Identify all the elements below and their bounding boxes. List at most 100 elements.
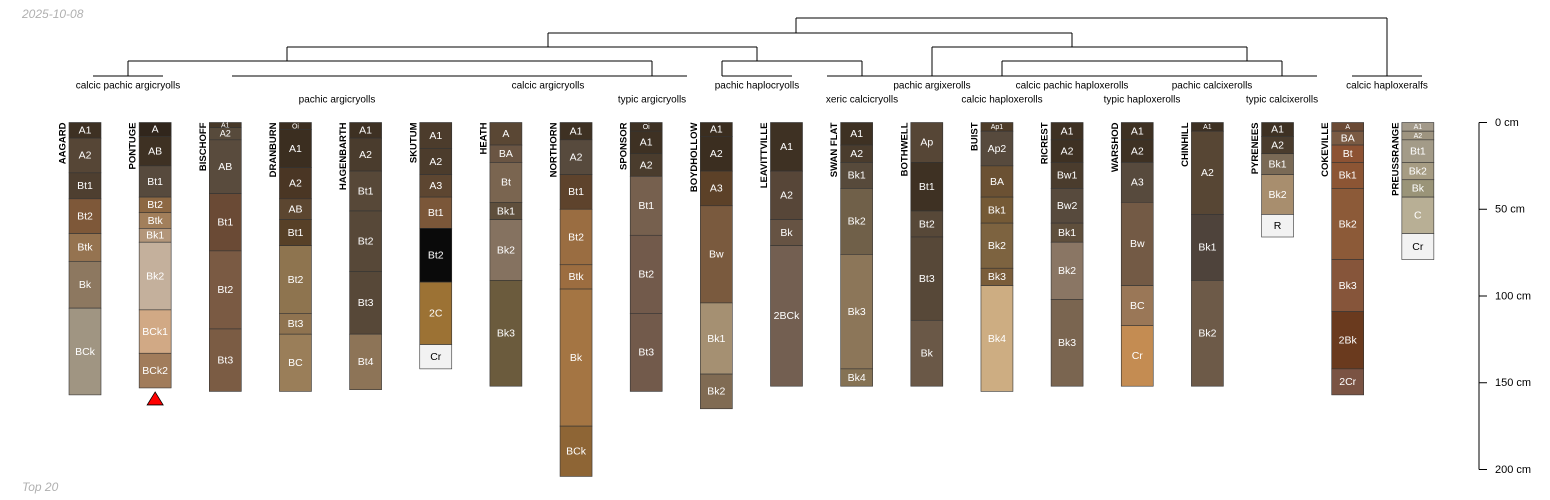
marker-triangle xyxy=(146,391,164,406)
horizon-label: Bt3 xyxy=(638,347,654,359)
horizon-label: A1 xyxy=(221,122,230,129)
profile-boydhollow: BOYDHOLLOW A1 A2 A3 Bw Bk1 Bk2 xyxy=(689,122,733,410)
horizon-label: BCk xyxy=(566,446,587,458)
horizon-label: Bt1 xyxy=(568,186,584,198)
horizon-label: Bw1 xyxy=(1057,170,1078,182)
axis-tick-label: 100 cm xyxy=(1495,290,1531,302)
horizon-label: BC xyxy=(1130,300,1145,312)
horizon-2bk xyxy=(1331,311,1364,370)
horizon-label: Bt1 xyxy=(77,180,93,192)
horizon-bt1 xyxy=(559,174,593,210)
profile-name: BUIST xyxy=(969,122,980,151)
horizon-bw1 xyxy=(1050,162,1084,189)
axis-tick-label: 0 cm xyxy=(1495,117,1519,129)
horizon-bk1 xyxy=(840,162,873,189)
horizon-label: A2 xyxy=(570,151,583,163)
horizon-label: Bt1 xyxy=(358,185,374,197)
horizon-bk3 xyxy=(489,280,523,387)
horizon-bt1 xyxy=(209,193,242,252)
horizon-label: Bk2 xyxy=(1339,218,1357,230)
profile-name: SWAN FLAT xyxy=(829,122,840,177)
horizon-label: A3 xyxy=(429,180,442,192)
taxon-label: pachic argixerolls xyxy=(893,81,970,92)
profile-bothwell: BOTHWELL Ap Bt1 Bt2 Bt3 Bk xyxy=(899,122,944,387)
horizon-bck2 xyxy=(138,352,172,389)
profile-heath: HEATH A BA Bt Bk1 Bk2 Bk3 xyxy=(478,122,523,387)
profile-hagenbarth: HAGENBARTH A1 A2 Bt1 Bt2 Bt3 Bt4 xyxy=(338,122,382,390)
horizon-label: Oi xyxy=(643,124,650,131)
horizon-label: Bk1 xyxy=(988,204,1006,216)
horizon-label: Bt2 xyxy=(638,269,654,281)
horizon-label: A2 xyxy=(1201,167,1214,179)
horizon-label: Bk3 xyxy=(988,271,1006,283)
profile-name: PYRENEES xyxy=(1250,123,1261,175)
date-label: 2025-10-08 xyxy=(22,7,84,21)
horizon-bk2 xyxy=(1261,174,1294,215)
horizon-bk2 xyxy=(840,188,873,255)
horizon-label: Bk4 xyxy=(848,372,866,384)
horizon-bck1 xyxy=(138,309,172,354)
horizon-a2 xyxy=(559,139,593,175)
horizon-label: Bw xyxy=(709,249,724,261)
horizon-bt1 xyxy=(419,196,453,229)
horizon-bw xyxy=(700,205,733,304)
horizon-bt3 xyxy=(629,313,663,392)
horizon-a1 xyxy=(279,129,312,168)
horizon-label: A1 xyxy=(429,130,442,142)
profile-name: HAGENBARTH xyxy=(338,122,349,190)
horizon-bt3 xyxy=(349,271,382,335)
horizon-bk3 xyxy=(1331,259,1364,312)
horizon-bk2 xyxy=(1050,241,1084,300)
horizon-label: Bw xyxy=(1130,238,1145,250)
footer-label: Top 20 xyxy=(22,480,59,494)
horizon-bk3 xyxy=(1050,299,1084,387)
horizon-label: Bk xyxy=(79,279,92,291)
horizon-label: BA xyxy=(499,148,513,160)
horizon-a2 xyxy=(700,136,733,172)
horizon-label: Bt xyxy=(501,177,511,189)
horizon-a2 xyxy=(279,167,312,200)
horizon-bk1 xyxy=(980,196,1014,224)
horizon-label: Oi xyxy=(292,123,299,130)
horizon-bt1 xyxy=(279,219,312,246)
horizon-label: 2BCk xyxy=(774,310,800,322)
profile-name: PREUSSRANGE xyxy=(1390,123,1401,196)
horizon-bt2 xyxy=(68,198,102,234)
horizon-label: A1 xyxy=(359,125,372,137)
taxon-label: calcic argicryolls xyxy=(512,81,585,92)
horizon-label: A1 xyxy=(640,137,653,149)
horizon-bc xyxy=(1120,285,1154,326)
horizon-label: Bk1 xyxy=(848,170,866,182)
taxon-label: xeric calcicryolls xyxy=(826,95,898,106)
horizon-label: A1 xyxy=(79,125,92,137)
horizon-label: Bk3 xyxy=(1339,280,1357,292)
horizon-bck xyxy=(559,425,593,477)
horizon-label: Bk2 xyxy=(1058,265,1076,277)
horizon-label: Bk3 xyxy=(497,328,515,340)
horizon-label: A2 xyxy=(429,156,442,168)
horizon-bk1 xyxy=(700,302,733,375)
horizon-label: A2 xyxy=(1131,145,1144,157)
profile-pyrenees: PYRENEES A1 A2 Bk1 Bk2 R xyxy=(1250,122,1294,238)
horizon-label: Bk1 xyxy=(707,333,725,345)
axis-tick-label: 200 cm xyxy=(1495,464,1531,476)
horizon-label: A2 xyxy=(79,150,92,162)
horizon-label: Bt1 xyxy=(288,227,304,239)
horizon-label: Bk xyxy=(921,348,934,360)
horizon-label: A2 xyxy=(220,129,231,139)
horizon-label: A1 xyxy=(850,128,863,140)
horizon-label: Bt2 xyxy=(288,274,304,286)
horizon-label: A2 xyxy=(1271,139,1284,151)
axis-tick-label: 50 cm xyxy=(1495,204,1525,216)
dendrogram xyxy=(93,17,1422,77)
profile-name: COKEVILLE xyxy=(1320,123,1331,177)
profile-buist: BUIST Ap1 Ap2 BA Bk1 Bk2 Bk3 Bk4 xyxy=(969,122,1014,392)
horizon-label: Bw2 xyxy=(1057,200,1078,212)
profile-name: AAGARD xyxy=(58,122,69,164)
taxa-labels: calcic pachic argicryolls pachic argicryo… xyxy=(76,81,1428,106)
profile-name: DRANBURN xyxy=(268,122,279,177)
horizon-label: BCk2 xyxy=(142,365,168,377)
profile-name: SKUTUM xyxy=(408,122,419,163)
horizon-label: BCk xyxy=(75,346,96,358)
